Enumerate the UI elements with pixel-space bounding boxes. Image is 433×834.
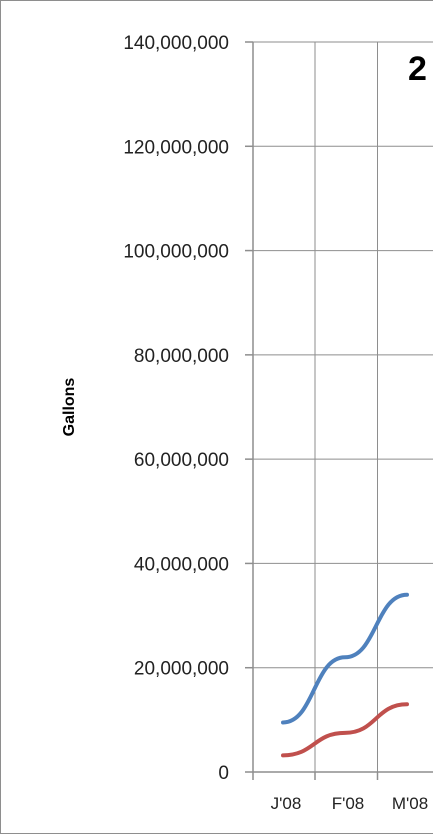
horizontal-gridlines bbox=[253, 41, 433, 669]
y-tick-label: 60,000,000 bbox=[134, 450, 229, 471]
y-tick-label: 140,000,000 bbox=[123, 33, 229, 54]
y-tick-label: 100,000,000 bbox=[123, 242, 229, 263]
x-tick-label: M'08 bbox=[392, 794, 428, 813]
vertical-gridlines bbox=[314, 42, 378, 772]
y-tick-labels: 0 20,000,000 40,000,000 60,000,000 80,000,00… bbox=[123, 33, 253, 784]
x-tick-labels: J'08 F'08 M'08 bbox=[252, 772, 428, 813]
y-tick-label: 20,000,000 bbox=[134, 659, 229, 680]
y-axis-label: Gallons bbox=[61, 378, 78, 437]
chart-title: 2 bbox=[408, 50, 427, 88]
y-tick-label: 80,000,000 bbox=[134, 346, 229, 367]
series-line-1 bbox=[281, 592, 409, 725]
x-tick-label: J'08 bbox=[271, 794, 302, 813]
y-tick-label: 40,000,000 bbox=[134, 554, 229, 575]
series-lines bbox=[281, 592, 409, 758]
y-tick-label: 0 bbox=[218, 763, 229, 784]
x-tick-label: F'08 bbox=[332, 794, 365, 813]
y-tick-label: 120,000,000 bbox=[123, 137, 229, 158]
